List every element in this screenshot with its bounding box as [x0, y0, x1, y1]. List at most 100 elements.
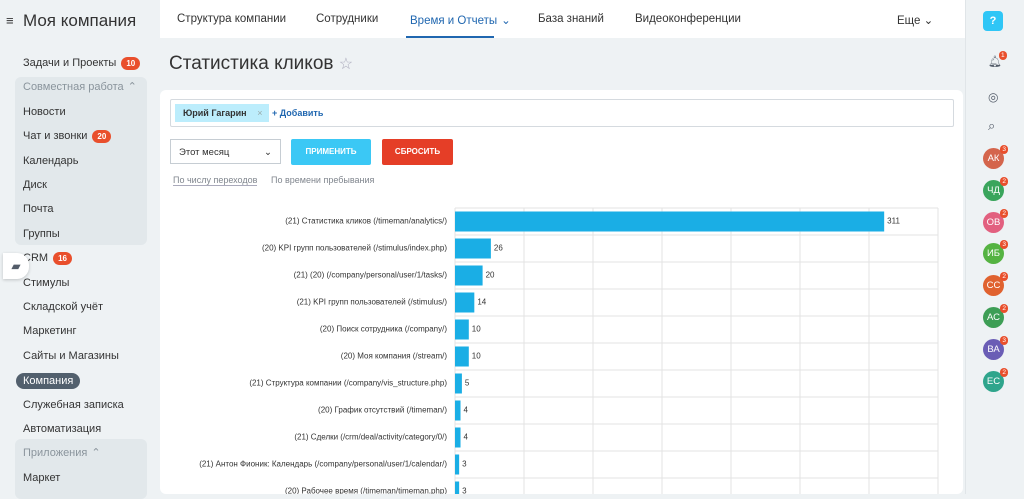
- avatar[interactable]: ИБ 3: [983, 240, 1008, 265]
- chart: (21) Статистика кликов (/timeman/analyti…: [199, 207, 939, 494]
- sidebar-item[interactable]: Совместная работа ⌃: [23, 80, 137, 94]
- avatar-initials: ВА: [987, 343, 1000, 355]
- sidebar-item[interactable]: Складской учёт: [23, 300, 103, 314]
- group-caret: ⌃: [91, 447, 101, 460]
- category-label: (21) KPI групп пользователей (/stimulus/…: [297, 298, 448, 307]
- nav-item-label: Видеоконференции: [635, 13, 741, 25]
- sidebar-item-label: Маркетинг: [23, 325, 77, 338]
- value-label: 3: [462, 460, 467, 469]
- avatar[interactable]: ЧД 2: [983, 176, 1008, 201]
- avatar-badge: 2: [1000, 304, 1008, 313]
- sidebar-item-label: Складской учёт: [23, 301, 103, 313]
- sidebar-item[interactable]: Чат и звонки 20: [23, 129, 112, 144]
- bar: [455, 238, 491, 259]
- sidebar-item-label: Новости: [23, 105, 66, 118]
- counter: 16: [53, 252, 72, 266]
- avatar[interactable]: ОВ 2: [983, 208, 1008, 233]
- sidebar-item[interactable]: Сайты и Магазины: [23, 349, 119, 363]
- nav-item[interactable]: Структура компании: [177, 13, 286, 25]
- nav-item[interactable]: Время и Отчеты ⌄: [410, 13, 511, 27]
- category-label: (20) Моя компания (/stream/): [341, 352, 448, 361]
- sidebar-item[interactable]: CRM 16: [23, 251, 72, 266]
- avatar-initials: ЧД: [987, 184, 1000, 196]
- nav-item-label: Структура компании: [177, 13, 287, 25]
- avatar[interactable]: СС 2: [983, 272, 1008, 297]
- active-underline: [406, 36, 494, 38]
- avatar-badge: 3: [1000, 335, 1008, 345]
- menu-icon[interactable]: ≡: [6, 13, 14, 28]
- bell-icon[interactable]: 🔔︎: [988, 56, 1002, 68]
- nav-item[interactable]: База знаний: [538, 13, 604, 25]
- sidebar-item[interactable]: Группы: [23, 227, 60, 241]
- bar: [455, 400, 461, 421]
- value-label: 14: [477, 298, 486, 307]
- tab-time[interactable]: По времени пребывания: [271, 175, 375, 185]
- nav-more[interactable]: Еще ⌄: [897, 15, 934, 27]
- avatar[interactable]: ВА 3: [983, 335, 1008, 360]
- sidebar-item[interactable]: Диск: [23, 178, 47, 192]
- sidebar-item[interactable]: Новости: [23, 105, 66, 119]
- sidebar: ≡ Моя компания Задачи и Проекты 10 Совмест…: [0, 0, 160, 499]
- value-label: 311: [887, 217, 900, 226]
- add-link[interactable]: + Добавить: [272, 108, 324, 118]
- counter: 10: [121, 57, 141, 70]
- category-label: (20) График отсутствий (/timeman/): [318, 406, 447, 415]
- tab-clicks[interactable]: По числу переходов: [173, 175, 258, 186]
- counter: 20: [92, 130, 112, 144]
- value-label: 3: [462, 487, 467, 494]
- sidebar-item[interactable]: Компания: [16, 373, 81, 390]
- group-caret: ⌃: [127, 81, 137, 94]
- tasks-icon[interactable]: ◎: [988, 90, 999, 104]
- nav-item[interactable]: Видеоконференции: [635, 13, 741, 25]
- avatar-badge: 2: [1000, 367, 1008, 377]
- page-title-text: Статистика кликов: [169, 53, 334, 74]
- bar: [455, 373, 462, 394]
- notification-badge: 1: [999, 51, 1007, 60]
- value-label: 4: [464, 433, 469, 442]
- avatar-badge: 3: [1000, 145, 1008, 154]
- value-label: 20: [486, 271, 495, 280]
- sidebar-item-label: CRM: [23, 252, 49, 265]
- sidebar-item-label: Календарь: [23, 154, 79, 167]
- avatar-badge: 2: [1000, 208, 1008, 218]
- period-select[interactable]: Этот месяц ⌄: [170, 139, 281, 164]
- sidebar-item-label: Приложения: [23, 447, 88, 460]
- sidebar-item[interactable]: Стимулы: [23, 276, 69, 290]
- filter-tag[interactable]: Юрий Гагарин ×: [175, 104, 269, 122]
- sidebar-item[interactable]: Служебная записка: [23, 398, 124, 412]
- value-label: 26: [494, 244, 503, 253]
- company-name[interactable]: Моя компания: [23, 11, 137, 30]
- avatar-initials: ИБ: [986, 248, 1001, 260]
- sidebar-item[interactable]: Задачи и Проекты 10: [23, 56, 141, 70]
- reset-button[interactable]: СБРОСИТЬ: [382, 139, 453, 165]
- value-label: 10: [472, 325, 481, 334]
- category-label: (20) Поиск сотрудника (/company/): [320, 325, 447, 334]
- help-icon[interactable]: ?: [983, 11, 1003, 31]
- sidebar-item[interactable]: Маркет: [23, 471, 60, 485]
- apply-button[interactable]: ПРИМЕНИТЬ: [291, 139, 371, 165]
- avatar[interactable]: АС 2: [983, 304, 1008, 328]
- filter-box: Юрий Гагарин × + Добавить: [170, 99, 954, 127]
- avatar[interactable]: ЕС 2: [983, 367, 1008, 392]
- sidebar-item[interactable]: Приложения ⌃: [23, 446, 101, 460]
- page-title: Статистика кликов ☆: [169, 53, 353, 75]
- search-icon[interactable]: ⌕: [988, 118, 996, 133]
- bar: [455, 211, 885, 232]
- sidebar-item[interactable]: Маркетинг: [23, 324, 76, 338]
- sidebar-item[interactable]: Почта: [23, 202, 54, 216]
- chat-button[interactable]: ▰: [3, 253, 29, 279]
- avatar-initials: ЕС: [986, 375, 1001, 387]
- nav-item[interactable]: Сотрудники: [316, 13, 378, 25]
- tag-remove[interactable]: ×: [257, 108, 263, 118]
- avatar[interactable]: АК 3: [983, 145, 1008, 169]
- sidebar-item-label: Совместная работа: [23, 81, 124, 94]
- nav-item-label: База знаний: [538, 13, 604, 25]
- category-label: (21) Антон Фионик: Календарь (/company/p…: [199, 460, 447, 469]
- sidebar-item[interactable]: Календарь: [23, 154, 79, 168]
- sidebar-item-label: Служебная записка: [23, 398, 124, 411]
- bar: [455, 265, 483, 286]
- sidebar-item[interactable]: Автоматизация: [23, 422, 101, 436]
- category-label: (20) KPI групп пользователей (/stimulus/…: [262, 244, 447, 253]
- star-icon[interactable]: ☆: [338, 56, 354, 73]
